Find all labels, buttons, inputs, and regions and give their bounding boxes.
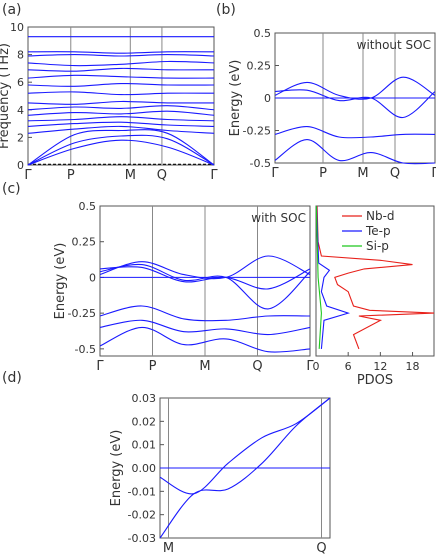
panel-b-ytick-label: 0: [264, 92, 271, 105]
panel-label-d: (d): [2, 370, 22, 386]
panel-c-ytick-label: 0.25: [72, 236, 97, 249]
panel-b-band-0: [274, 76, 436, 100]
panel-a-band-1: [27, 134, 215, 166]
panel-c-band-1: [99, 263, 311, 310]
pdos-xtick-label: 12: [373, 360, 387, 373]
panel-d-ytick-label: -0.03: [128, 532, 156, 545]
panel-a-ytick-label: 4: [17, 104, 24, 117]
panel-a-band-4: [27, 121, 215, 127]
panel-a-band-9: [27, 91, 215, 96]
panel-a-band-11: [27, 74, 215, 79]
panel-c-band-2: [99, 266, 311, 290]
pdos-legend-label: Te-p: [365, 224, 391, 238]
pdos-series-nbd: [316, 205, 435, 350]
panel-d-ytick-label: 0.01: [132, 439, 157, 452]
panel-d-ylabel: Energy (eV): [109, 430, 124, 507]
panel-b-band-2: [274, 126, 436, 139]
panel-a-kpoint-label: M: [125, 168, 136, 183]
chart-panels: 0 2 4 6 8 10 Γ P M Q Γ Frequency (THz) -0.5 -0.25 0 0.2…: [0, 21, 436, 556]
pdos-xtick-label: 18: [406, 360, 420, 373]
panel-a-frame: [27, 26, 215, 166]
panel-a-band-6: [27, 110, 215, 116]
pdos-series-tep: [315, 205, 351, 349]
panel-c-band-5: [99, 326, 311, 353]
panel-a-ytick-label: 10: [10, 21, 24, 34]
panel-d-ytick-label: -0.01: [128, 485, 156, 498]
panel-c-ytick-label: -0.5: [75, 343, 96, 356]
panel-b-band-1: [274, 89, 436, 119]
panel-a-ytick-label: 8: [17, 49, 24, 62]
panel-d-kpoint-label: M: [163, 541, 174, 556]
panel-a-band-8: [27, 100, 215, 105]
panel-d-band-0: [159, 397, 331, 495]
panel-label-b: (b): [216, 2, 236, 18]
panel-label-c: (c): [2, 181, 21, 197]
panel-b-ytick-label: 0.5: [254, 27, 272, 40]
panel-pdos-frame: [315, 205, 435, 357]
panel-a-band-15: [27, 51, 215, 54]
panel-b-band-3: [274, 139, 436, 165]
panel-c-kpoint-label: Γ: [96, 359, 104, 374]
panel-b-kpoint-label: Γ: [431, 166, 436, 181]
panel-b-ytick-label: -0.25: [243, 125, 271, 138]
pdos-xtick-label: 6: [345, 360, 352, 373]
panel-a-band-5: [27, 116, 215, 122]
panel-d-ytick-label: 0.03: [132, 392, 157, 405]
panel-d-ytick-label: 0.02: [132, 415, 157, 428]
panel-c-ytick-label: 0.5: [79, 200, 97, 213]
pdos-legend-label: Si-p: [366, 239, 389, 253]
panel-c-kpoint-label: Γ: [306, 359, 314, 374]
panel-d-kpoint-label: Q: [316, 541, 326, 556]
pdos-xlabel: PDOS: [357, 373, 393, 388]
panel-d-band-1: [159, 397, 331, 539]
panel-b-annotation: without SOC: [357, 38, 431, 52]
panel-d-ytick-label: -0.02: [128, 509, 156, 522]
panel-a-kpoint-label: Γ: [24, 168, 32, 183]
panel-a-ytick-label: 2: [17, 131, 24, 144]
panel-a-band-3: [27, 125, 215, 134]
panel-a-kpoint-label: Q: [157, 168, 167, 183]
panel-c-kpoint-label: M: [199, 359, 210, 374]
panel-b-ytick-label: 0.25: [247, 60, 272, 73]
pdos-legend-label: Nb-d: [366, 209, 395, 223]
panel-c-kpoint-label: Q: [252, 359, 262, 374]
panel-c-ylabel: Energy (eV): [53, 243, 68, 320]
panel-b-ytick-label: -0.5: [250, 157, 271, 170]
panel-c-annotation: with SOC: [251, 211, 306, 225]
panel-a-ylabel: Frequency (THz): [0, 43, 12, 149]
panel-c-band-4: [99, 319, 311, 336]
panel-label-a: (a): [2, 2, 22, 18]
panel-d-ytick-label: 0.00: [132, 462, 157, 475]
panel-a-band-10: [27, 83, 215, 87]
panel-b-ylabel: Energy (eV): [228, 60, 243, 137]
panel-a-band-14: [27, 54, 215, 57]
panel-c-kpoint-label: P: [149, 359, 157, 374]
panel-c-band-3: [99, 305, 311, 322]
panel-b-kpoint-label: Γ: [271, 166, 279, 181]
panel-a-ytick-label: 6: [17, 76, 24, 89]
panel-b-kpoint-label: M: [357, 166, 368, 181]
pdos-series-sip: [315, 205, 322, 349]
panel-a-band-0: [27, 139, 215, 166]
panel-b-kpoint-label: Q: [390, 166, 400, 181]
panel-b-kpoint-label: P: [319, 166, 327, 181]
pdos-xtick-label: 0: [313, 360, 320, 373]
panel-a-ytick-label: 0: [17, 159, 24, 172]
panel-c-ytick-label: 0: [89, 271, 96, 284]
panel-a-band-7: [27, 105, 215, 111]
panel-a-kpoint-label: Γ: [210, 168, 218, 183]
panel-a-kpoint-label: P: [67, 168, 75, 183]
panel-a-band-2: [27, 129, 215, 166]
panel-a-band-13: [27, 60, 215, 67]
panel-c-ytick-label: -0.25: [68, 307, 96, 320]
panel-a-band-12: [27, 67, 215, 72]
